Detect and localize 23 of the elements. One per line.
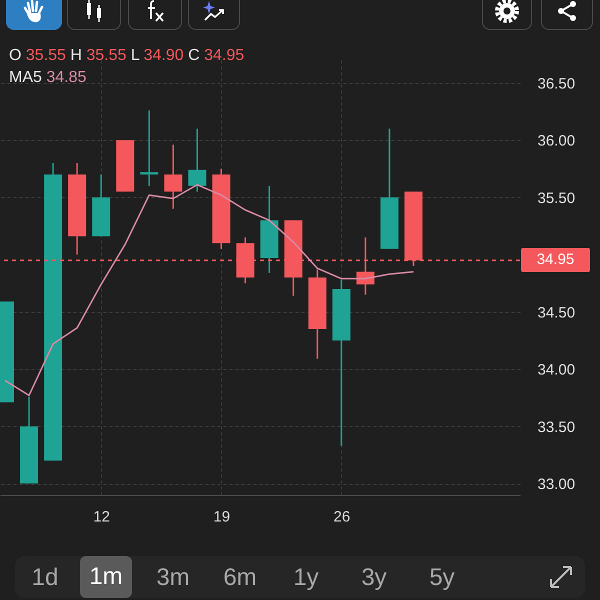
text: 1y xyxy=(292,563,320,593)
candlestick xyxy=(164,144,182,210)
x-tick-label: 19 xyxy=(213,508,230,526)
y-tick-label: 34.50 xyxy=(538,304,576,322)
y-tick-label: 33.00 xyxy=(538,476,576,494)
text: 1m xyxy=(80,556,132,598)
text: 6m xyxy=(222,563,258,593)
y-tick-label: 36.00 xyxy=(538,132,576,150)
candlestick xyxy=(140,110,158,187)
x-tick-label: 26 xyxy=(334,508,350,526)
x-tick-label: 12 xyxy=(93,508,110,526)
text: 5y xyxy=(428,563,456,593)
ref-line-label: 34.95 xyxy=(521,248,590,272)
y-tick-label: 34.00 xyxy=(538,362,576,379)
text: 3y xyxy=(360,563,388,593)
y-tick-label: 33.50 xyxy=(538,418,576,436)
candlestick xyxy=(188,128,206,192)
annotation: O 35.55 H 35.55 L 34.90 C 34.95 xyxy=(9,47,244,64)
annotation: MA5 34.85 xyxy=(9,69,86,86)
text: 3m xyxy=(155,563,191,593)
text: 1d xyxy=(30,563,60,593)
y-tick-label: 36.50 xyxy=(538,75,576,92)
y-tick-label: 35.50 xyxy=(538,190,576,207)
